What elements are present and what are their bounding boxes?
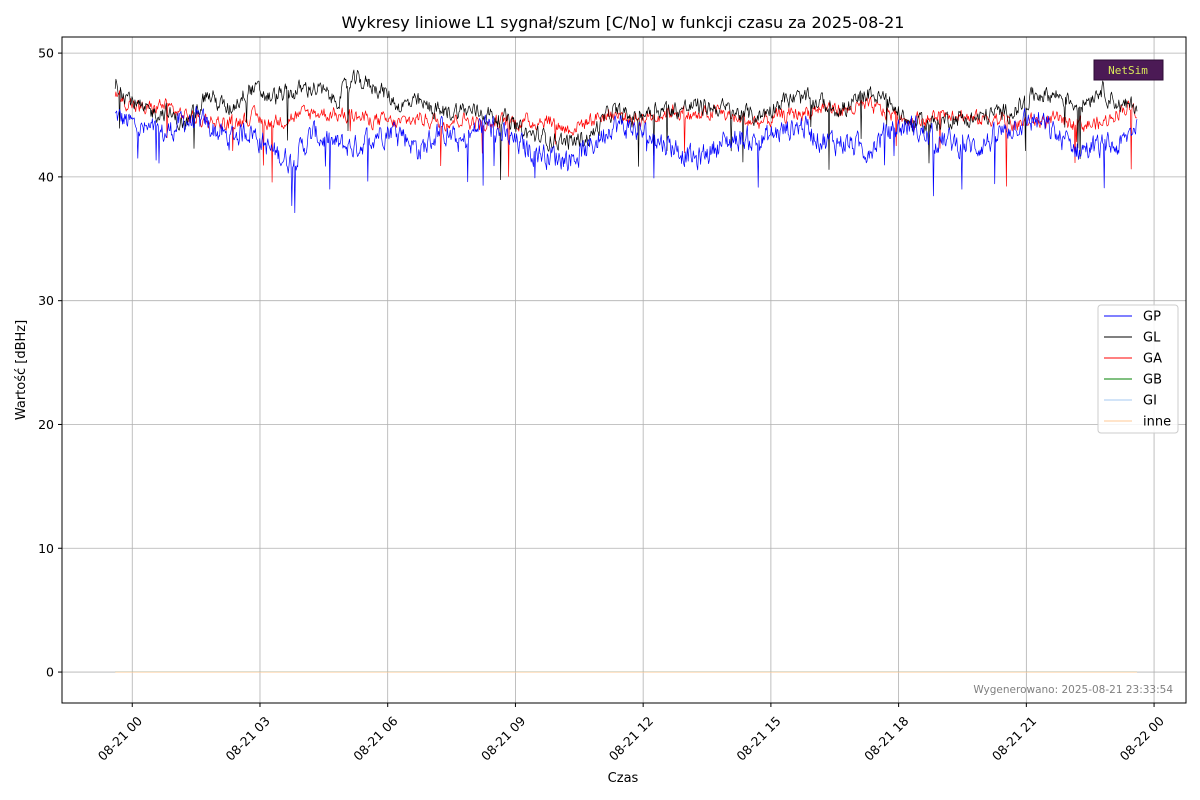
y-tick-label: 0 (46, 665, 54, 680)
x-axis-label: Czas (608, 771, 639, 786)
y-tick-label: 30 (38, 293, 54, 308)
plot-frame (61, 36, 1187, 704)
legend-label-gp: GP (1143, 310, 1161, 325)
legend-label-inne: inne (1143, 415, 1171, 430)
logo-text: NetSim (1108, 64, 1148, 77)
series-line-ga (114, 90, 1138, 187)
legend-label-gl: GL (1143, 331, 1161, 346)
logo-background (1093, 59, 1164, 81)
y-tick-label: 40 (38, 169, 54, 184)
y-axis-ticks: 0 10 20 30 40 50 (38, 46, 62, 680)
y-axis-label: Wartość [dBHz] (14, 320, 29, 420)
y-tick-label: 50 (38, 46, 54, 61)
y-tick-label: 20 (38, 417, 54, 432)
chart-title: Wykresy liniowe L1 sygnał/szum [C/No] w … (342, 13, 905, 32)
series-lines (114, 69, 1138, 673)
legend-label-ga: GA (1143, 352, 1162, 367)
series-line-gl (114, 69, 1138, 181)
generated-timestamp: Wygenerowano: 2025-08-21 23:33:54 (973, 684, 1173, 696)
legend: GP GL GA GB GI inne (1097, 304, 1179, 434)
netsim-logo: NetSim (1093, 59, 1164, 81)
legend-label-gi: GI (1143, 394, 1157, 409)
legend-label-gb: GB (1143, 373, 1162, 388)
series-line-gp (114, 105, 1138, 214)
y-tick-label: 10 (38, 541, 54, 556)
